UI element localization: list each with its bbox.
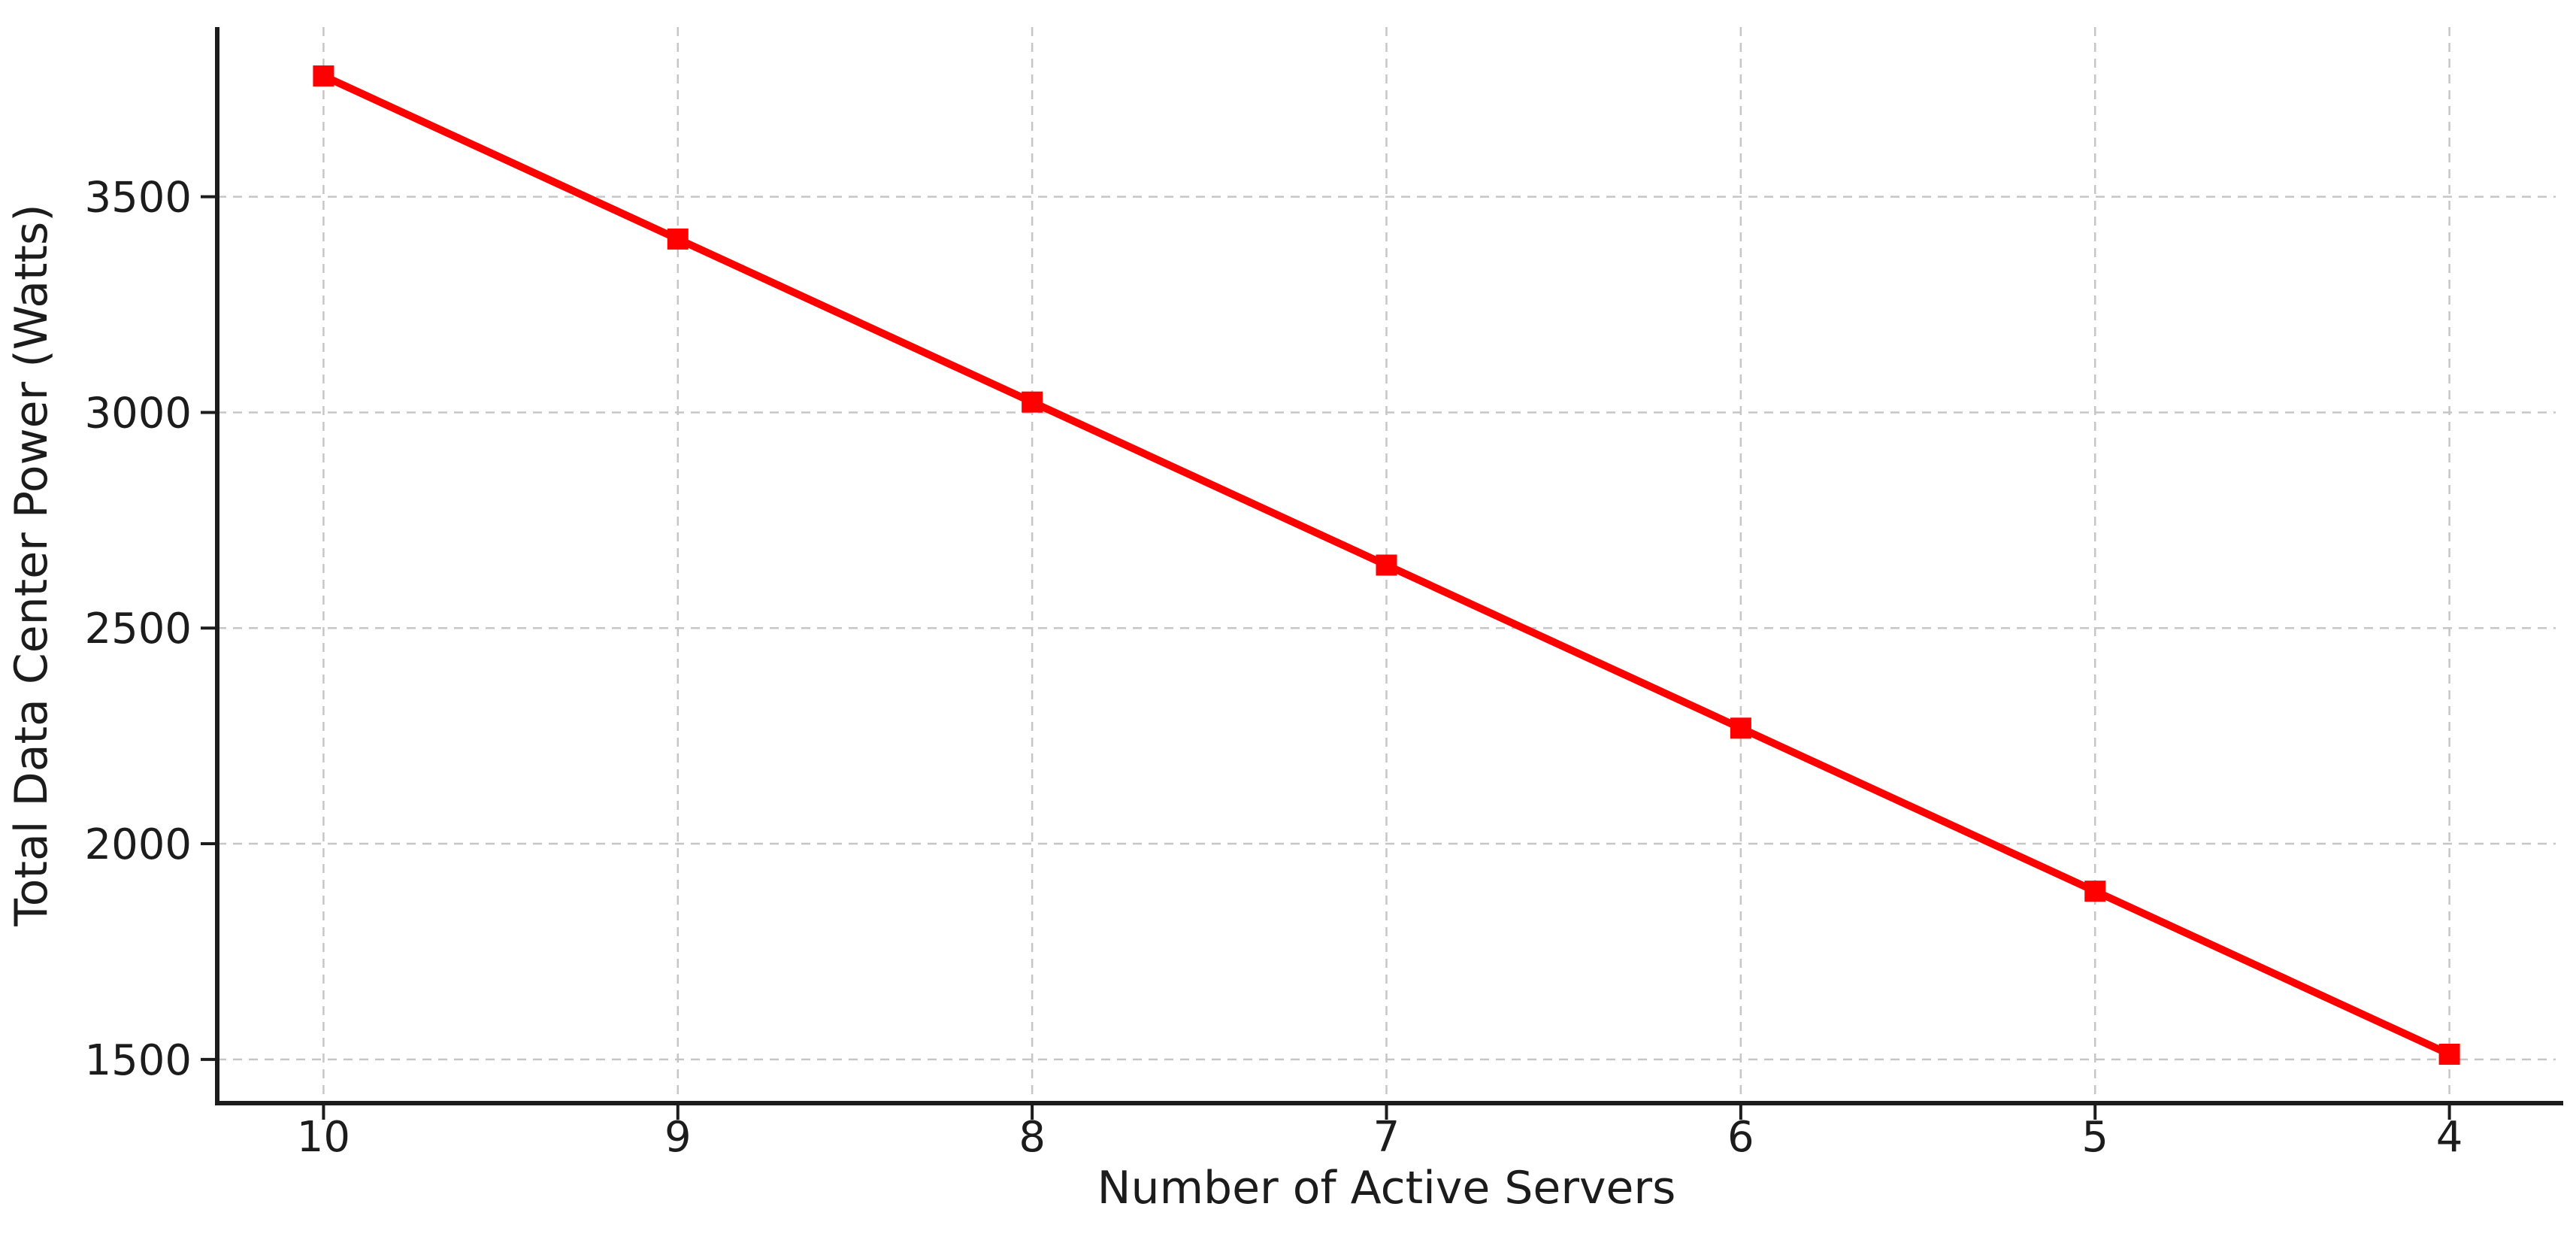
data-point-marker: [1022, 391, 1043, 413]
data-point-marker: [2438, 1043, 2460, 1065]
data-point-marker: [2084, 881, 2106, 902]
data-point-marker: [667, 228, 689, 250]
y-axis-label: Total Data Center Power (Watts): [5, 204, 58, 926]
data-series: [313, 65, 2460, 1065]
x-axis-label: Number of Active Servers: [1097, 1162, 1676, 1214]
tick-labels: 10 9 8 7 6 5 4 1500 2000 2500 3000 3500: [84, 174, 2462, 1162]
data-point-marker: [313, 65, 334, 87]
x-tick-label: 8: [1019, 1113, 1046, 1162]
x-tick-label: 10: [297, 1113, 350, 1162]
x-tick-label: 4: [2436, 1113, 2463, 1162]
grid-lines: [217, 27, 2556, 1103]
x-tick-label: 5: [2081, 1113, 2108, 1162]
y-tick-label: 3000: [84, 389, 192, 438]
y-tick-label: 2000: [84, 820, 192, 869]
y-tick-label: 2500: [84, 605, 192, 653]
y-tick-label: 3500: [84, 174, 192, 223]
x-tick-label: 7: [1373, 1113, 1400, 1162]
y-tick-label: 1500: [84, 1036, 192, 1085]
axes-spines-and-ticks: [201, 27, 2563, 1120]
data-point-marker: [1730, 717, 1751, 739]
x-tick-label: 9: [664, 1113, 692, 1162]
data-point-marker: [1376, 554, 1397, 576]
x-tick-label: 6: [1727, 1113, 1754, 1162]
